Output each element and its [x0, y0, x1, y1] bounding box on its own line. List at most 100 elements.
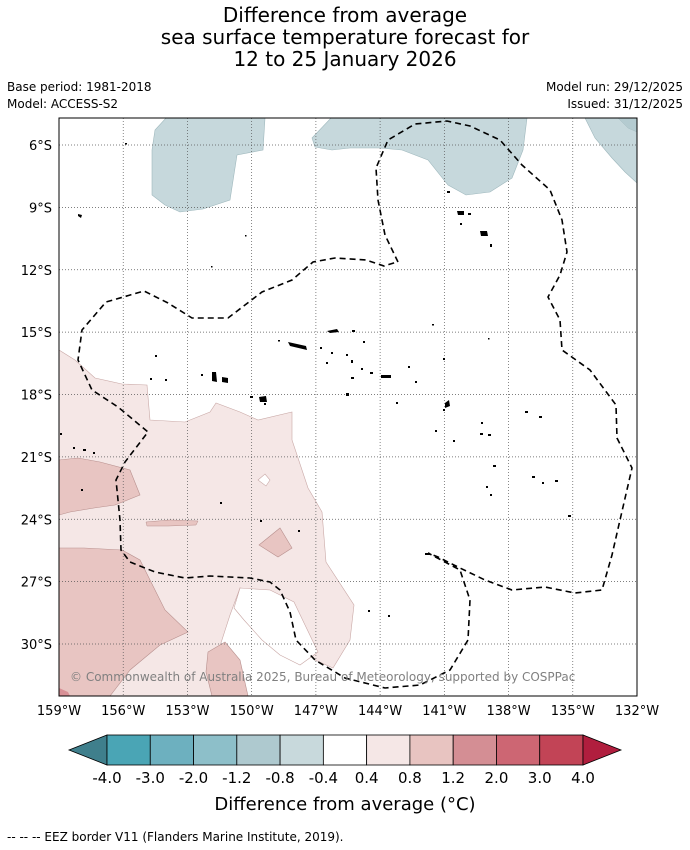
- lon-tick-label: 135°W: [551, 704, 595, 719]
- colorbar-tick-label: -2.0: [179, 769, 208, 787]
- colorbar-tick-label: 2.0: [485, 769, 509, 787]
- lon-tick-label: 156°W: [101, 704, 145, 719]
- cool-anomaly-region-east-inner: [617, 118, 637, 133]
- island-tahiti: [259, 396, 267, 402]
- lat-tick-label: 24°S: [21, 513, 52, 528]
- island: [260, 520, 262, 522]
- island: [250, 396, 253, 398]
- model-name: Model: ACCESS-S2: [7, 97, 119, 111]
- island: [568, 515, 571, 517]
- island: [447, 191, 450, 193]
- model-run: Model run: 29/12/2025: [545, 80, 683, 94]
- colorbar-extend-high: [582, 734, 623, 766]
- island: [320, 347, 322, 349]
- island: [539, 416, 542, 418]
- island: [81, 489, 83, 491]
- island: [368, 610, 370, 612]
- island: [425, 553, 430, 555]
- lat-tick-label: 18°S: [21, 389, 52, 404]
- longitude-axis: 159°W 156°W 153°W 150°W 147°W 144°W 141°W 138°W…: [37, 704, 659, 719]
- colorbar-title: Difference from average (°C): [214, 794, 476, 815]
- island: [363, 341, 365, 343]
- island: [155, 355, 157, 357]
- colorbar-bin: [496, 734, 541, 766]
- colorbar: -4.0 -3.0 -2.0 -1.2 -0.8 -0.4 0.4 0.8 1.2 2.0 3.0 4…: [67, 734, 623, 787]
- island: [211, 266, 213, 268]
- colorbar-bin: [279, 734, 324, 766]
- colorbar-tick-label: 0.4: [355, 769, 379, 787]
- island: [396, 402, 398, 404]
- islands: [60, 143, 571, 617]
- colorbar-tick-label: -0.8: [265, 769, 294, 787]
- island: [288, 342, 307, 350]
- meta-left: Base period: 1981-2018 Model: ACCESS-S2: [7, 79, 152, 113]
- colorbar-bin: [106, 734, 151, 766]
- colorbar-tick-label: -0.4: [309, 769, 338, 787]
- meta-right: Model run: 29/12/2025 Issued: 31/12/2025: [546, 79, 683, 113]
- island: [381, 375, 391, 378]
- title-line-2: sea surface temperature forecast for: [160, 25, 530, 49]
- island: [346, 393, 349, 396]
- island: [78, 214, 82, 218]
- colorbar-bin: [193, 734, 238, 766]
- island: [415, 381, 417, 383]
- island: [480, 231, 488, 236]
- colorbar-bin: [452, 734, 497, 766]
- lon-tick-label: 153°W: [165, 704, 209, 719]
- lat-tick-label: 9°S: [29, 201, 52, 216]
- island: [486, 486, 488, 488]
- island: [525, 411, 528, 413]
- colorbar-bin: [149, 734, 194, 766]
- colorbar-bin: [366, 734, 411, 766]
- island: [453, 440, 455, 442]
- lon-tick-label: 147°W: [294, 704, 338, 719]
- issued-date: Issued: 31/12/2025: [567, 97, 683, 111]
- lat-tick-label: 21°S: [21, 451, 52, 466]
- island: [443, 409, 445, 411]
- island: [490, 244, 492, 247]
- island: [555, 480, 558, 482]
- lon-tick-label: 138°W: [486, 704, 530, 719]
- island: [352, 330, 355, 332]
- island: [73, 447, 75, 449]
- lat-tick-label: 15°S: [21, 326, 52, 341]
- colorbar-bin: [236, 734, 281, 766]
- latitude-axis: 6°S 9°S 12°S 15°S 18°S 21°S 24°S 27°S 30°S: [21, 139, 52, 653]
- island: [83, 449, 86, 451]
- island: [165, 379, 167, 381]
- island: [245, 235, 247, 237]
- lat-tick-label: 12°S: [21, 264, 52, 279]
- island: [468, 213, 471, 215]
- title-line-3: 12 to 25 January 2026: [233, 47, 457, 71]
- island: [346, 354, 348, 356]
- island: [488, 338, 490, 340]
- hot-anomaly-corner: [59, 688, 70, 696]
- island: [481, 422, 483, 424]
- lon-tick-label: 150°W: [230, 704, 274, 719]
- island: [480, 433, 483, 435]
- island: [327, 329, 339, 333]
- cool-anomaly-region-northeast: [311, 118, 528, 196]
- island: [542, 482, 544, 484]
- lat-tick-label: 30°S: [21, 638, 52, 653]
- island: [445, 400, 450, 408]
- map-title: Difference from average sea surface temp…: [0, 4, 690, 70]
- colorbar-tick-label: 1.2: [441, 769, 465, 787]
- island: [435, 430, 437, 432]
- lon-tick-label: 159°W: [37, 704, 81, 719]
- eez-border: [77, 120, 633, 689]
- colorbar-tick-label: -4.0: [92, 769, 121, 787]
- warm-anomaly-streak: [145, 519, 199, 527]
- colorbar-tick-label: 0.8: [398, 769, 422, 787]
- title-line-1: Difference from average: [222, 3, 468, 27]
- island: [220, 502, 222, 504]
- island: [212, 372, 217, 382]
- island: [488, 434, 491, 436]
- cool-anomaly-region-north: [151, 118, 266, 213]
- map-panel: © Commonwealth of Australia 2025, Bureau…: [59, 118, 637, 696]
- island: [457, 211, 464, 215]
- warm-anomaly-region-central-patch: [258, 527, 293, 558]
- island: [408, 366, 410, 368]
- cool-anomaly-region-east: [584, 118, 637, 184]
- island: [388, 615, 390, 617]
